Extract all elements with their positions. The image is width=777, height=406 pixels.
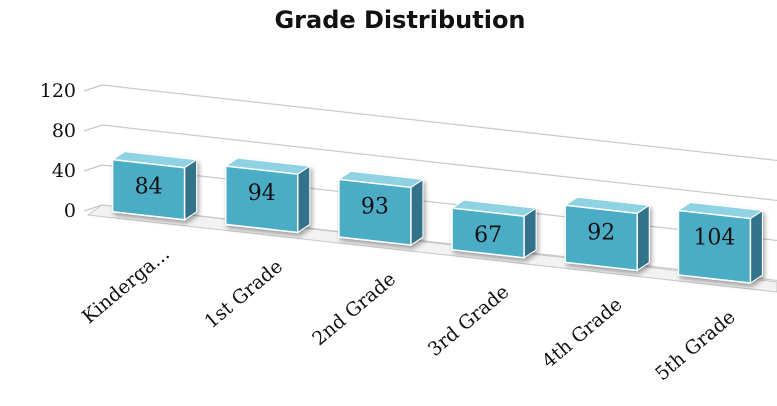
bar-value-label: 67 [474, 223, 502, 248]
x-category-label: 1st Grade [200, 255, 287, 333]
bar [224, 157, 312, 234]
gridlines [83, 84, 777, 282]
chart-title: Grade Distribution [274, 6, 525, 34]
y-tick-label: 120 [40, 80, 76, 102]
bar-value-label: 94 [248, 181, 276, 206]
bar [337, 170, 425, 247]
bars: 84 94 93 67 92 104 [111, 151, 764, 284]
floor-plane [86, 204, 777, 293]
bar-side [410, 178, 424, 247]
bar-front [451, 207, 525, 259]
bar [111, 151, 199, 221]
bar-front [677, 209, 752, 284]
bar-front [225, 165, 299, 234]
bar [450, 199, 538, 259]
bar-value-label: 93 [361, 194, 389, 219]
bar-front [338, 178, 412, 246]
bar [676, 201, 764, 284]
gridline [83, 204, 777, 282]
bar-side [297, 165, 311, 234]
bar-side [523, 207, 537, 259]
gridline [83, 164, 777, 242]
x-category-label: 3rd Grade [424, 281, 514, 361]
gridline [83, 124, 777, 202]
bar-front [564, 204, 638, 272]
x-category-label: Kinderga... [78, 243, 174, 328]
bar-side [749, 209, 763, 284]
y-tick-label: 80 [52, 120, 76, 142]
chart-floor [86, 204, 777, 293]
bar-value-label: 84 [135, 175, 163, 200]
x-category-label: 2nd Grade [308, 268, 400, 350]
x-category-label: 4th Grade [538, 293, 626, 372]
y-axis-ticks: 0 40 80 120 [40, 80, 76, 222]
bar-side [636, 204, 650, 272]
bar-front [111, 158, 186, 221]
gridline [83, 84, 777, 162]
bar-value-label: 92 [587, 220, 615, 245]
y-tick-label: 40 [52, 160, 76, 182]
y-tick-label: 0 [64, 200, 76, 222]
bar-value-label: 104 [693, 226, 735, 251]
x-category-label: 5th Grade [651, 306, 739, 385]
bar [563, 196, 651, 272]
bar-side [184, 158, 198, 221]
